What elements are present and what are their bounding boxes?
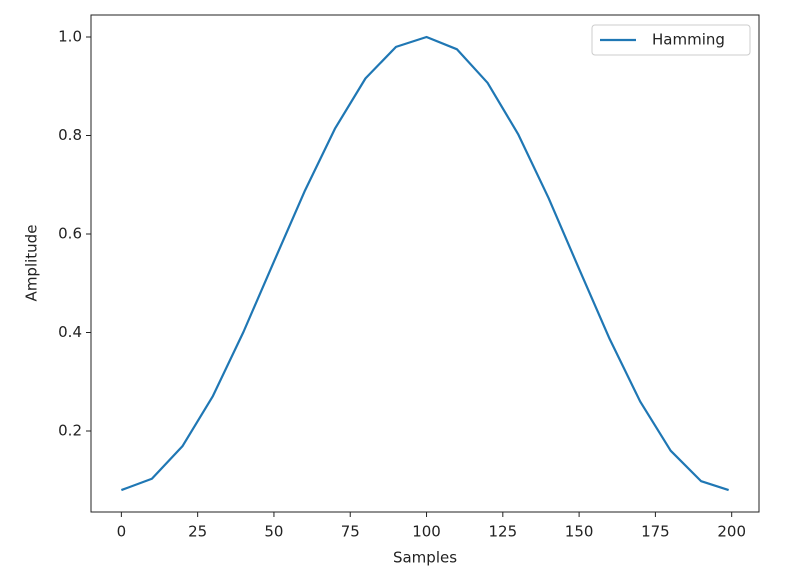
y-tick-label: 1.0 — [58, 28, 82, 46]
x-tick-label: 0 — [117, 523, 127, 541]
plot-frame — [90, 14, 760, 513]
y-tick-label: 0.4 — [58, 323, 82, 341]
data-line — [120, 35, 729, 492]
x-tick-label: 125 — [488, 523, 517, 541]
legend-box — [591, 24, 751, 56]
y-tick-label: 0.6 — [58, 225, 82, 243]
x-axis-label: Samples — [393, 549, 457, 567]
x-tick-label: 175 — [641, 523, 670, 541]
x-tick-label: 200 — [717, 523, 746, 541]
legend-label: Hamming — [652, 31, 725, 49]
y-tick-label: 0.2 — [58, 421, 82, 439]
x-tick-label: 50 — [264, 523, 283, 541]
x-tick-label: 25 — [188, 523, 207, 541]
y-axis-label: Amplitude — [23, 225, 41, 302]
x-tick-label: 100 — [412, 523, 441, 541]
x-tick-label: 150 — [565, 523, 594, 541]
y-tick-label: 0.8 — [58, 126, 82, 144]
x-tick-label: 75 — [341, 523, 360, 541]
